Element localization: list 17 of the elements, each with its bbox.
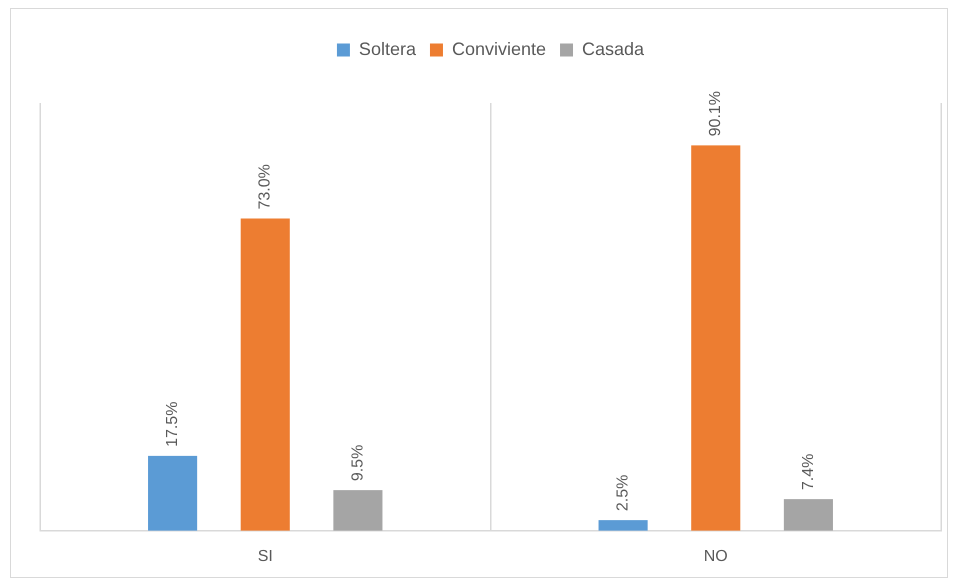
- x-tick-label: NO: [704, 548, 728, 565]
- data-label: 2.5%: [614, 474, 632, 512]
- bar: [333, 490, 382, 531]
- bar: [598, 520, 648, 531]
- legend-label: Soltera: [358, 38, 417, 59]
- data-label: 90.1%: [707, 90, 724, 136]
- data-label: 17.5%: [164, 402, 182, 447]
- bar: [240, 218, 290, 531]
- data-label: 7.4%: [800, 454, 817, 490]
- x-tick-label: SI: [258, 548, 273, 565]
- bar: [691, 145, 740, 531]
- legend-label: Casada: [582, 38, 646, 59]
- legend-label: Conviviente: [452, 38, 546, 59]
- data-label: 9.5%: [349, 444, 366, 482]
- bar: [148, 456, 198, 531]
- bar: [784, 499, 833, 531]
- data-label: 73.0%: [256, 164, 274, 210]
